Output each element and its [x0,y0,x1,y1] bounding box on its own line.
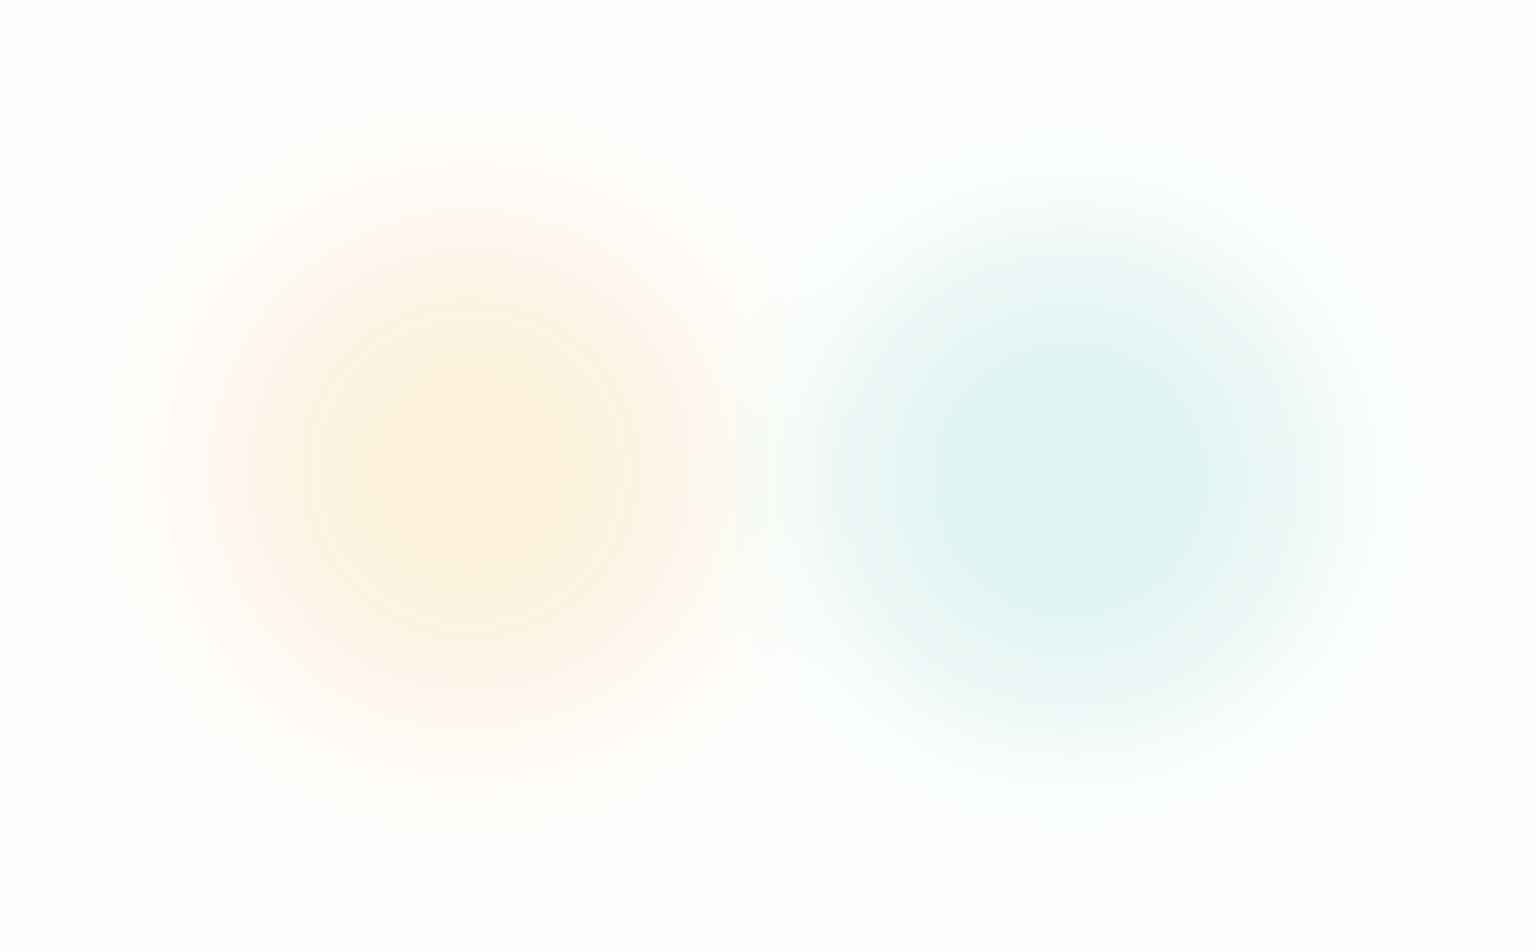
cool-gradient-blob [690,100,1450,860]
